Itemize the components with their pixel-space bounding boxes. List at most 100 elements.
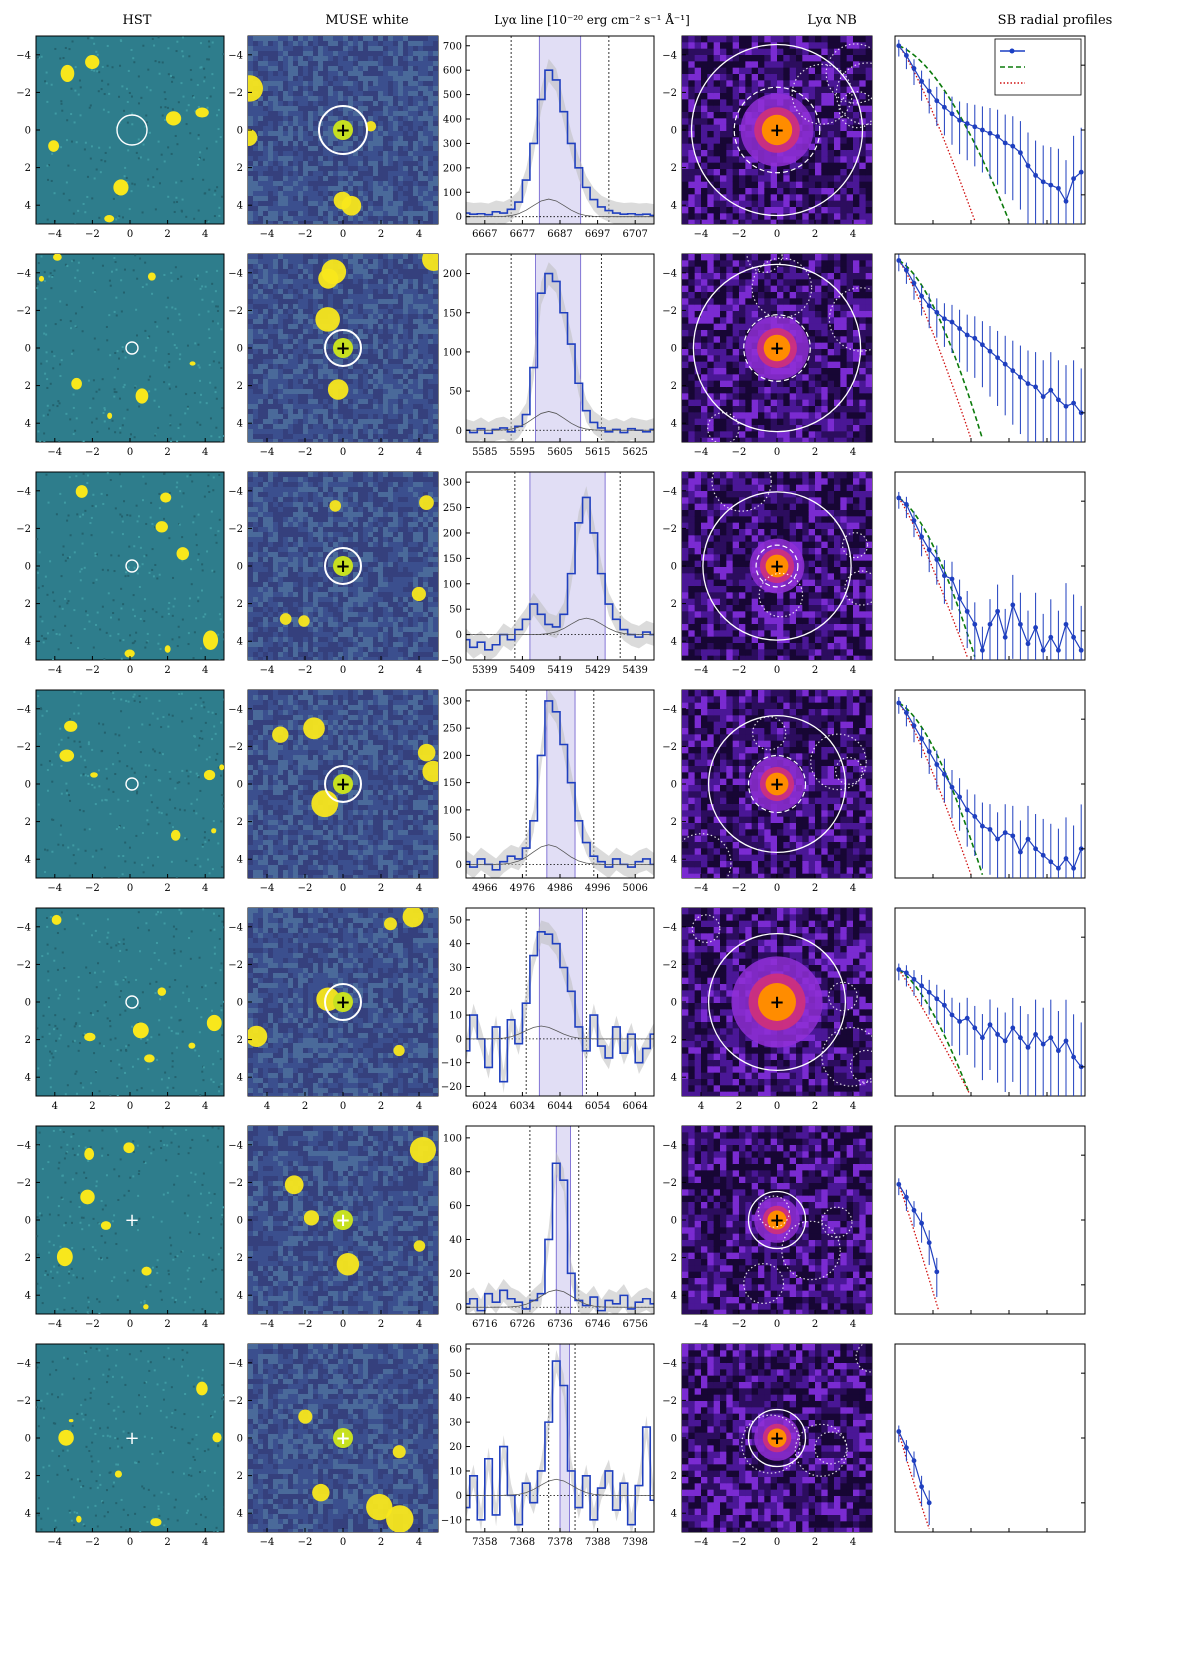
muse-pixel <box>373 424 379 430</box>
muse-pixel <box>368 116 374 122</box>
muse-pixel <box>403 191 409 197</box>
hst-noise-pixel <box>151 37 154 40</box>
muse-pixel <box>403 146 409 152</box>
muse-pixel <box>433 81 438 87</box>
muse-pixel <box>338 36 344 42</box>
muse-pixel <box>298 46 304 52</box>
muse-pixel <box>283 201 289 207</box>
muse-pixel <box>403 126 409 132</box>
muse-pixel <box>408 379 414 385</box>
muse-pixel <box>268 176 274 182</box>
hst-noise-pixel <box>118 215 121 218</box>
muse-pixel <box>378 259 384 265</box>
nb-pixel <box>732 437 740 442</box>
muse-pixel <box>363 369 369 375</box>
muse-pixel <box>413 364 419 370</box>
muse-pixel <box>328 414 334 420</box>
muse-pixel <box>253 299 259 305</box>
muse-pixel <box>378 96 384 102</box>
hst-noise-pixel <box>213 193 216 196</box>
hst-noise-pixel <box>154 321 157 324</box>
muse-pixel <box>353 141 359 147</box>
muse-pixel <box>398 274 404 280</box>
muse-pixel <box>333 41 339 47</box>
hst-noise-pixel <box>56 405 59 408</box>
muse-pixel <box>283 369 289 375</box>
nb-pixel <box>745 399 753 407</box>
muse-pixel <box>393 299 399 305</box>
muse-pixel <box>303 349 309 355</box>
muse-pixel <box>368 76 374 82</box>
muse-pixel <box>378 166 384 172</box>
nb-pixel <box>840 194 848 202</box>
y-tick-label: 4 <box>671 201 677 212</box>
hst-noise-pixel <box>118 95 121 98</box>
hst-noise-pixel <box>70 327 73 330</box>
muse-pixel <box>373 329 379 335</box>
muse-pixel <box>368 424 374 430</box>
y-tick-label: −4 <box>16 268 31 279</box>
hst-noise-pixel <box>70 87 73 90</box>
hst-noise-pixel <box>176 40 179 43</box>
muse-pixel <box>303 106 309 112</box>
muse-pixel <box>303 414 309 420</box>
nb-pixel <box>701 374 708 382</box>
muse-pixel <box>343 156 349 162</box>
muse-pixel <box>363 216 369 222</box>
y-tick-label: 4 <box>237 419 243 430</box>
muse-pixel <box>378 429 384 435</box>
muse-pixel <box>338 329 344 335</box>
muse-pixel <box>358 161 364 167</box>
muse-pixel <box>323 86 329 92</box>
hst-noise-pixel <box>77 261 80 264</box>
nb-pixel <box>846 207 854 214</box>
muse-pixel <box>263 141 269 147</box>
muse-pixel <box>363 91 369 97</box>
muse-pixel <box>393 206 399 212</box>
nb-pixel <box>834 80 841 88</box>
hst-noise-pixel <box>40 255 43 258</box>
nb-pixel <box>777 194 784 202</box>
nb-pixel <box>707 285 715 293</box>
nb-pixel <box>707 36 715 43</box>
muse-pixel <box>328 369 334 375</box>
nb-pixel <box>834 42 841 50</box>
hst-noise-pixel <box>108 279 111 282</box>
nb-pixel <box>859 194 867 202</box>
hst-noise-pixel <box>138 405 141 408</box>
muse-pixel <box>423 216 429 222</box>
nb-pixel <box>707 355 715 363</box>
muse-pixel <box>373 201 379 207</box>
muse-pixel <box>308 146 314 152</box>
hst-noise-pixel <box>131 182 134 185</box>
nb-pixel <box>846 42 854 50</box>
muse-pixel <box>293 349 299 355</box>
muse-pixel <box>283 56 289 62</box>
muse-pixel <box>428 299 434 305</box>
muse-pixel <box>403 166 409 172</box>
muse-pixel <box>383 211 389 217</box>
muse-pixel <box>418 141 424 147</box>
muse-pixel <box>393 71 399 77</box>
nb-pixel <box>726 387 734 394</box>
nb-pixel <box>745 194 753 202</box>
muse-pixel <box>428 344 434 350</box>
nb-pixel <box>834 143 841 151</box>
hst-noise-pixel <box>156 168 159 171</box>
nb-pixel <box>701 285 708 293</box>
nb-pixel <box>726 361 734 369</box>
muse-pixel <box>408 106 414 112</box>
nb-pixel <box>739 292 746 299</box>
muse-pixel <box>398 181 404 187</box>
muse-pixel <box>303 334 309 340</box>
muse-pixel <box>263 36 269 42</box>
hst-lya-contour <box>125 341 139 355</box>
muse-pixel <box>298 354 304 360</box>
muse-pixel <box>403 201 409 207</box>
hst-noise-pixel <box>93 69 96 72</box>
nb-pixel <box>720 266 727 274</box>
muse-pixel <box>318 439 324 442</box>
muse-pixel <box>383 136 389 142</box>
nb-pixel <box>789 74 797 81</box>
y-tick-label: −2 <box>16 88 31 99</box>
